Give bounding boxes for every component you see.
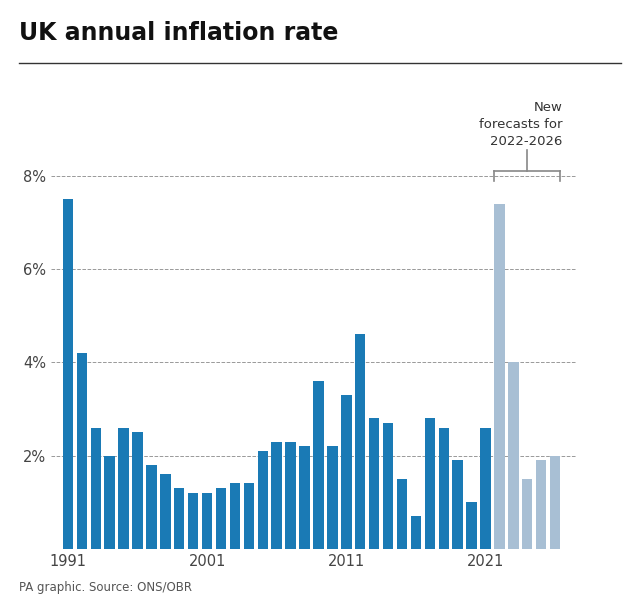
Bar: [355, 335, 365, 549]
Bar: [397, 479, 407, 549]
Bar: [550, 455, 561, 549]
Bar: [313, 381, 324, 549]
Bar: [230, 484, 240, 549]
Bar: [146, 465, 157, 549]
Bar: [452, 460, 463, 549]
Bar: [300, 446, 310, 549]
Bar: [480, 428, 491, 549]
Bar: [411, 516, 421, 549]
Bar: [508, 362, 518, 549]
Bar: [327, 446, 338, 549]
Bar: [271, 441, 282, 549]
Bar: [63, 199, 73, 549]
Bar: [494, 204, 505, 549]
Bar: [104, 455, 115, 549]
Bar: [188, 493, 198, 549]
Bar: [132, 432, 143, 549]
Bar: [77, 353, 87, 549]
Bar: [118, 428, 129, 549]
Bar: [160, 474, 171, 549]
Bar: [536, 460, 547, 549]
Bar: [369, 418, 380, 549]
Text: PA graphic. Source: ONS/OBR: PA graphic. Source: ONS/OBR: [19, 581, 192, 594]
Text: UK annual inflation rate: UK annual inflation rate: [19, 21, 339, 45]
Bar: [174, 488, 184, 549]
Bar: [438, 428, 449, 549]
Bar: [244, 484, 254, 549]
Bar: [202, 493, 212, 549]
Bar: [467, 502, 477, 549]
Bar: [90, 428, 101, 549]
Bar: [257, 451, 268, 549]
Bar: [216, 488, 227, 549]
Bar: [285, 441, 296, 549]
Bar: [341, 395, 351, 549]
Bar: [383, 423, 394, 549]
Bar: [424, 418, 435, 549]
Text: New
forecasts for
2022-2026: New forecasts for 2022-2026: [479, 101, 563, 148]
Bar: [522, 479, 532, 549]
